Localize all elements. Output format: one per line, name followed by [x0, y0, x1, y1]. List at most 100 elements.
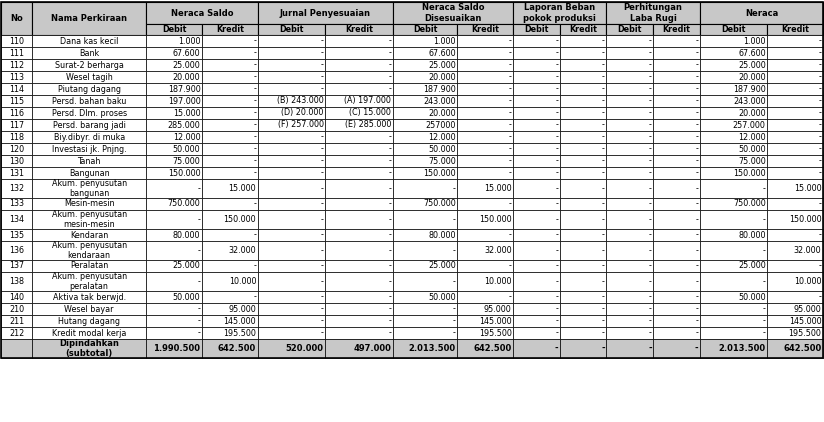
Text: -: - — [695, 277, 698, 286]
Bar — [513, 241, 559, 260]
Text: -: - — [321, 49, 324, 57]
Text: -: - — [602, 184, 605, 193]
Text: -: - — [321, 246, 324, 255]
Bar — [606, 303, 653, 315]
Text: 497.000: 497.000 — [353, 344, 391, 353]
Text: 145.000: 145.000 — [479, 316, 512, 325]
Bar — [202, 198, 258, 210]
Text: 150.000: 150.000 — [168, 168, 200, 178]
Bar — [325, 83, 392, 95]
Bar — [32, 179, 146, 198]
Text: 150.000: 150.000 — [789, 215, 822, 224]
Bar — [559, 47, 606, 59]
Text: -: - — [818, 121, 822, 130]
Text: 20.000: 20.000 — [738, 73, 765, 81]
Bar — [457, 35, 513, 47]
Bar — [559, 119, 606, 131]
Text: 211: 211 — [9, 316, 24, 325]
Bar — [1, 2, 823, 358]
Text: -: - — [388, 277, 391, 286]
Bar — [653, 339, 700, 358]
Bar — [258, 47, 325, 59]
Text: -: - — [695, 108, 698, 117]
Bar — [606, 83, 653, 95]
Bar — [258, 119, 325, 131]
Text: 50.000: 50.000 — [738, 292, 765, 301]
Text: 20.000: 20.000 — [428, 73, 456, 81]
Bar — [457, 291, 513, 303]
Bar — [513, 95, 559, 107]
Text: 131: 131 — [9, 168, 24, 178]
Text: -: - — [648, 316, 652, 325]
Text: -: - — [555, 246, 559, 255]
Text: -: - — [388, 73, 391, 81]
Text: -: - — [388, 168, 391, 178]
Text: 243.000: 243.000 — [424, 97, 456, 106]
Text: -: - — [388, 292, 391, 301]
Bar — [202, 260, 258, 272]
Bar — [653, 155, 700, 167]
Bar — [767, 291, 823, 303]
Bar — [513, 303, 559, 315]
Bar — [513, 155, 559, 167]
Bar — [32, 83, 146, 95]
Text: 50.000: 50.000 — [173, 292, 200, 301]
Text: -: - — [602, 73, 605, 81]
Bar — [513, 119, 559, 131]
Bar — [325, 107, 392, 119]
Text: Kredit: Kredit — [781, 25, 809, 34]
Text: 150.000: 150.000 — [424, 168, 456, 178]
Bar — [513, 327, 559, 339]
Bar — [146, 107, 202, 119]
Text: -: - — [388, 200, 391, 208]
Bar — [258, 95, 325, 107]
Bar — [559, 272, 606, 291]
Text: -: - — [555, 157, 559, 165]
Bar — [700, 119, 767, 131]
Text: -: - — [818, 168, 822, 178]
Bar — [392, 272, 457, 291]
Bar — [606, 291, 653, 303]
Bar — [1, 47, 32, 59]
Bar — [457, 131, 513, 143]
Text: 50.000: 50.000 — [428, 292, 456, 301]
Text: 1.990.500: 1.990.500 — [153, 344, 200, 353]
Bar — [700, 107, 767, 119]
Text: -: - — [555, 328, 559, 338]
Bar — [32, 291, 146, 303]
Text: -: - — [695, 144, 698, 154]
Text: (A) 197.000: (A) 197.000 — [344, 97, 391, 106]
Text: -: - — [648, 60, 652, 70]
Bar — [457, 47, 513, 59]
Text: -: - — [602, 292, 605, 301]
Bar — [653, 167, 700, 179]
Bar — [32, 303, 146, 315]
Bar — [767, 119, 823, 131]
Bar — [146, 71, 202, 83]
Bar — [32, 71, 146, 83]
Text: -: - — [648, 108, 652, 117]
Bar — [700, 198, 767, 210]
Text: 67.600: 67.600 — [428, 49, 456, 57]
Text: -: - — [648, 215, 652, 224]
Text: -: - — [508, 97, 512, 106]
Text: -: - — [453, 305, 456, 314]
Text: No: No — [10, 14, 23, 23]
Text: -: - — [321, 230, 324, 240]
Bar — [513, 24, 559, 35]
Text: -: - — [602, 277, 605, 286]
Bar — [700, 155, 767, 167]
Text: -: - — [253, 144, 256, 154]
Bar — [146, 229, 202, 241]
Bar — [202, 167, 258, 179]
Bar — [32, 315, 146, 327]
Text: -: - — [763, 316, 765, 325]
Bar — [325, 210, 392, 229]
Bar — [513, 315, 559, 327]
Text: 257000: 257000 — [425, 121, 456, 130]
Bar — [653, 24, 700, 35]
Text: Debit: Debit — [721, 25, 746, 34]
Bar — [32, 155, 146, 167]
Text: -: - — [648, 157, 652, 165]
Bar — [258, 143, 325, 155]
